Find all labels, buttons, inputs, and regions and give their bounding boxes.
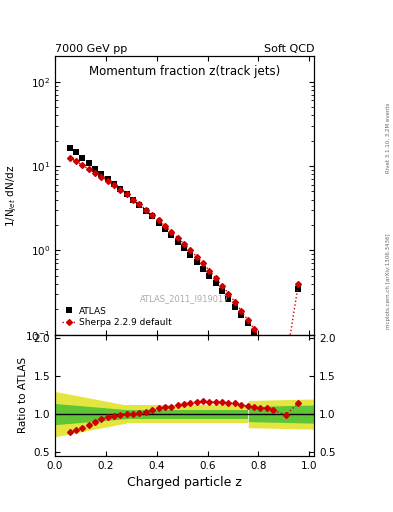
ATLAS bbox=[163, 226, 167, 232]
Sherpa 2.2.9 default bbox=[143, 206, 148, 212]
ATLAS bbox=[201, 266, 206, 272]
ATLAS bbox=[150, 214, 154, 220]
Line: ATLAS: ATLAS bbox=[67, 145, 301, 369]
Sherpa 2.2.9 default bbox=[201, 260, 206, 266]
ATLAS bbox=[182, 245, 186, 251]
ATLAS bbox=[105, 176, 110, 182]
Text: Rivet 3.1.10, 3.2M events: Rivet 3.1.10, 3.2M events bbox=[386, 103, 391, 174]
Sherpa 2.2.9 default bbox=[86, 166, 91, 172]
ATLAS bbox=[252, 329, 256, 335]
Text: ATLAS_2011_I919017: ATLAS_2011_I919017 bbox=[140, 294, 230, 303]
Y-axis label: 1/N$_{jet}$ dN/dz: 1/N$_{jet}$ dN/dz bbox=[5, 164, 19, 227]
ATLAS bbox=[296, 286, 301, 292]
ATLAS bbox=[194, 259, 199, 265]
Text: 7000 GeV pp: 7000 GeV pp bbox=[55, 44, 127, 54]
ATLAS bbox=[156, 220, 161, 226]
Sherpa 2.2.9 default bbox=[73, 158, 78, 164]
Text: Soft QCD: Soft QCD bbox=[264, 44, 314, 54]
Sherpa 2.2.9 default bbox=[99, 174, 104, 180]
Sherpa 2.2.9 default bbox=[156, 217, 161, 223]
Text: Momentum fraction z(track jets): Momentum fraction z(track jets) bbox=[89, 65, 280, 78]
ATLAS bbox=[264, 346, 269, 352]
Sherpa 2.2.9 default bbox=[105, 178, 110, 184]
Sherpa 2.2.9 default bbox=[163, 223, 167, 229]
ATLAS bbox=[137, 202, 142, 208]
Text: mcplots.cern.ch [arXiv:1306.3436]: mcplots.cern.ch [arXiv:1306.3436] bbox=[386, 234, 391, 329]
Sherpa 2.2.9 default bbox=[283, 361, 288, 367]
Sherpa 2.2.9 default bbox=[182, 241, 186, 247]
Sherpa 2.2.9 default bbox=[169, 228, 174, 234]
ATLAS bbox=[220, 288, 224, 294]
ATLAS bbox=[124, 191, 129, 198]
Sherpa 2.2.9 default bbox=[226, 290, 231, 296]
ATLAS bbox=[93, 165, 97, 172]
ATLAS bbox=[86, 160, 91, 166]
ATLAS bbox=[188, 252, 193, 258]
Sherpa 2.2.9 default bbox=[194, 253, 199, 260]
Sherpa 2.2.9 default bbox=[175, 234, 180, 241]
Legend: ATLAS, Sherpa 2.2.9 default: ATLAS, Sherpa 2.2.9 default bbox=[59, 304, 175, 330]
ATLAS bbox=[131, 197, 136, 203]
Sherpa 2.2.9 default bbox=[67, 155, 72, 161]
ATLAS bbox=[258, 337, 263, 344]
ATLAS bbox=[118, 186, 123, 193]
Sherpa 2.2.9 default bbox=[258, 335, 263, 341]
ATLAS bbox=[226, 295, 231, 302]
ATLAS bbox=[143, 208, 148, 214]
Y-axis label: Ratio to ATLAS: Ratio to ATLAS bbox=[18, 357, 28, 433]
ATLAS bbox=[283, 364, 288, 370]
Sherpa 2.2.9 default bbox=[252, 326, 256, 332]
Sherpa 2.2.9 default bbox=[93, 170, 97, 176]
Sherpa 2.2.9 default bbox=[213, 275, 218, 281]
ATLAS bbox=[112, 181, 116, 187]
Sherpa 2.2.9 default bbox=[245, 316, 250, 323]
ATLAS bbox=[80, 155, 84, 161]
Sherpa 2.2.9 default bbox=[271, 352, 275, 358]
ATLAS bbox=[169, 232, 174, 238]
Sherpa 2.2.9 default bbox=[118, 186, 123, 193]
Sherpa 2.2.9 default bbox=[220, 283, 224, 289]
Sherpa 2.2.9 default bbox=[296, 281, 301, 287]
Sherpa 2.2.9 default bbox=[80, 162, 84, 168]
ATLAS bbox=[99, 171, 104, 177]
Sherpa 2.2.9 default bbox=[264, 343, 269, 349]
ATLAS bbox=[175, 239, 180, 245]
ATLAS bbox=[207, 273, 212, 279]
Sherpa 2.2.9 default bbox=[188, 247, 193, 253]
Sherpa 2.2.9 default bbox=[150, 211, 154, 218]
ATLAS bbox=[271, 353, 275, 359]
ATLAS bbox=[232, 304, 237, 310]
X-axis label: Charged particle z: Charged particle z bbox=[127, 476, 242, 489]
Sherpa 2.2.9 default bbox=[131, 197, 136, 203]
Sherpa 2.2.9 default bbox=[207, 268, 212, 274]
Sherpa 2.2.9 default bbox=[239, 308, 244, 314]
ATLAS bbox=[239, 312, 244, 318]
Line: Sherpa 2.2.9 default: Sherpa 2.2.9 default bbox=[68, 156, 301, 366]
ATLAS bbox=[245, 320, 250, 326]
ATLAS bbox=[213, 281, 218, 287]
ATLAS bbox=[73, 150, 78, 156]
ATLAS bbox=[67, 144, 72, 151]
Sherpa 2.2.9 default bbox=[137, 201, 142, 207]
Sherpa 2.2.9 default bbox=[124, 191, 129, 198]
Sherpa 2.2.9 default bbox=[112, 182, 116, 188]
Sherpa 2.2.9 default bbox=[232, 299, 237, 305]
